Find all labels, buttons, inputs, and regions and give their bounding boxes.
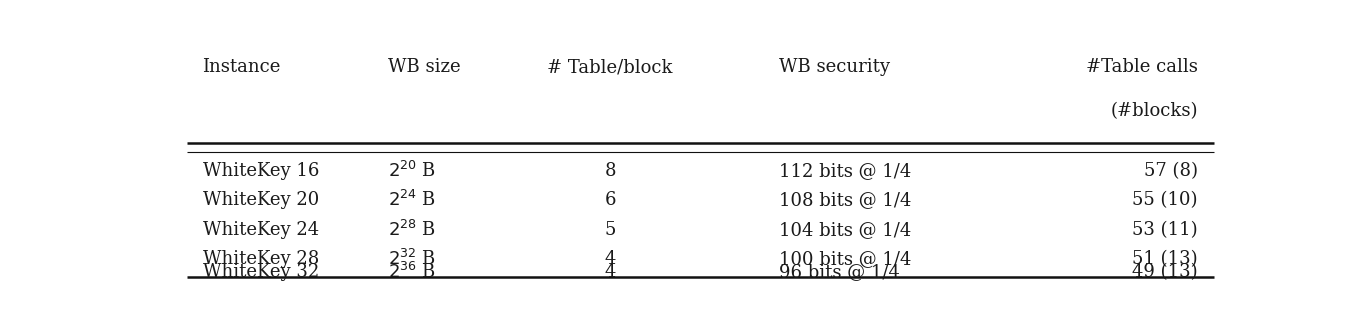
Text: WhiteKey 32: WhiteKey 32 [202,263,318,281]
Text: 4: 4 [604,250,616,268]
Text: 96 bits @ 1/4: 96 bits @ 1/4 [780,263,900,281]
Text: (#blocks): (#blocks) [1111,102,1198,120]
Text: 100 bits @ 1/4: 100 bits @ 1/4 [780,250,912,268]
Text: 5: 5 [604,221,616,239]
Text: 4: 4 [604,263,616,281]
Text: 8: 8 [604,162,616,180]
Text: 108 bits @ 1/4: 108 bits @ 1/4 [780,191,912,209]
Text: WhiteKey 24: WhiteKey 24 [202,221,318,239]
Text: $2^{20}$ B: $2^{20}$ B [388,161,436,181]
Text: 53 (11): 53 (11) [1132,221,1198,239]
Text: 51 (13): 51 (13) [1132,250,1198,268]
Text: 57 (8): 57 (8) [1143,162,1198,180]
Text: $2^{24}$ B: $2^{24}$ B [388,190,436,210]
Text: 104 bits @ 1/4: 104 bits @ 1/4 [780,221,911,239]
Text: $2^{32}$ B: $2^{32}$ B [388,249,436,269]
Text: WB security: WB security [780,58,891,76]
Text: $2^{36}$ B: $2^{36}$ B [388,262,436,282]
Text: Instance: Instance [202,58,281,76]
Text: 112 bits @ 1/4: 112 bits @ 1/4 [780,162,911,180]
Text: WhiteKey 28: WhiteKey 28 [202,250,318,268]
Text: WhiteKey 16: WhiteKey 16 [202,162,318,180]
Text: $2^{28}$ B: $2^{28}$ B [388,220,436,240]
Text: WhiteKey 20: WhiteKey 20 [202,191,318,209]
Text: 49 (13): 49 (13) [1132,263,1198,281]
Text: 55 (10): 55 (10) [1132,191,1198,209]
Text: WB size: WB size [388,58,460,76]
Text: #Table calls: #Table calls [1086,58,1198,76]
Text: # Table/block: # Table/block [548,58,673,76]
Text: 6: 6 [604,191,616,209]
